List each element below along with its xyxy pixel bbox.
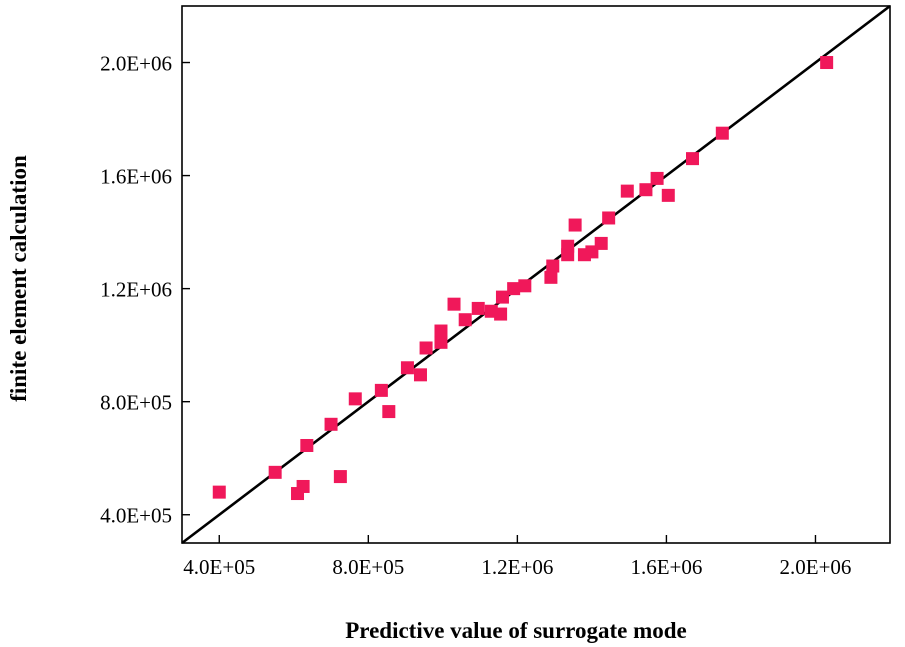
data-point: [434, 324, 448, 338]
data-points: [212, 56, 834, 501]
data-point: [324, 417, 338, 431]
y-tick-label: 1.2E+06: [100, 278, 172, 302]
data-point: [544, 270, 558, 284]
data-point: [212, 485, 226, 499]
data-point: [568, 218, 582, 232]
data-point: [471, 301, 485, 315]
x-axis-title: Predictive value of surrogate mode: [345, 618, 687, 643]
y-tick-label: 2.0E+06: [100, 52, 172, 76]
data-point: [594, 236, 608, 250]
data-point: [434, 335, 448, 349]
data-point: [494, 307, 508, 321]
data-point: [507, 282, 521, 296]
data-point: [715, 126, 729, 140]
data-point: [820, 56, 834, 70]
x-tick-label: 1.2E+06: [481, 555, 553, 579]
x-tick-label: 2.0E+06: [780, 555, 852, 579]
data-point: [382, 405, 396, 419]
data-point: [458, 313, 472, 327]
data-point: [419, 341, 433, 355]
data-point: [639, 183, 653, 197]
y-axis-title: finite element calculation: [6, 155, 31, 402]
y-tick-label: 8.0E+05: [100, 391, 172, 415]
y-tick-label: 4.0E+05: [100, 504, 172, 528]
data-point: [686, 152, 700, 166]
x-tick-label: 4.0E+05: [183, 555, 255, 579]
reference-line-y-equals-x: [181, 4, 891, 545]
data-point: [333, 470, 347, 484]
data-point: [602, 211, 616, 225]
x-tick-label: 1.6E+06: [630, 555, 702, 579]
y-axis-ticks: 4.0E+05 8.0E+05 1.2E+06 1.6E+06 2.0E+06: [100, 52, 190, 528]
data-point: [561, 239, 575, 253]
data-point: [374, 383, 388, 397]
data-point: [400, 361, 414, 375]
plot-area-frame: [181, 5, 891, 544]
data-point: [268, 465, 282, 479]
x-tick-label: 8.0E+05: [332, 555, 404, 579]
data-point: [296, 479, 310, 493]
data-point: [650, 171, 664, 185]
data-point: [348, 392, 362, 406]
data-point: [546, 259, 560, 273]
data-point: [661, 188, 675, 202]
x-axis-ticks: 4.0E+05 8.0E+05 1.2E+06 1.6E+06 2.0E+06: [183, 535, 851, 579]
data-point: [495, 290, 509, 304]
data-point: [300, 438, 314, 452]
data-point: [447, 297, 461, 311]
data-point: [518, 279, 532, 293]
y-tick-label: 1.6E+06: [100, 165, 172, 189]
data-point: [620, 184, 634, 198]
data-point: [413, 368, 427, 382]
